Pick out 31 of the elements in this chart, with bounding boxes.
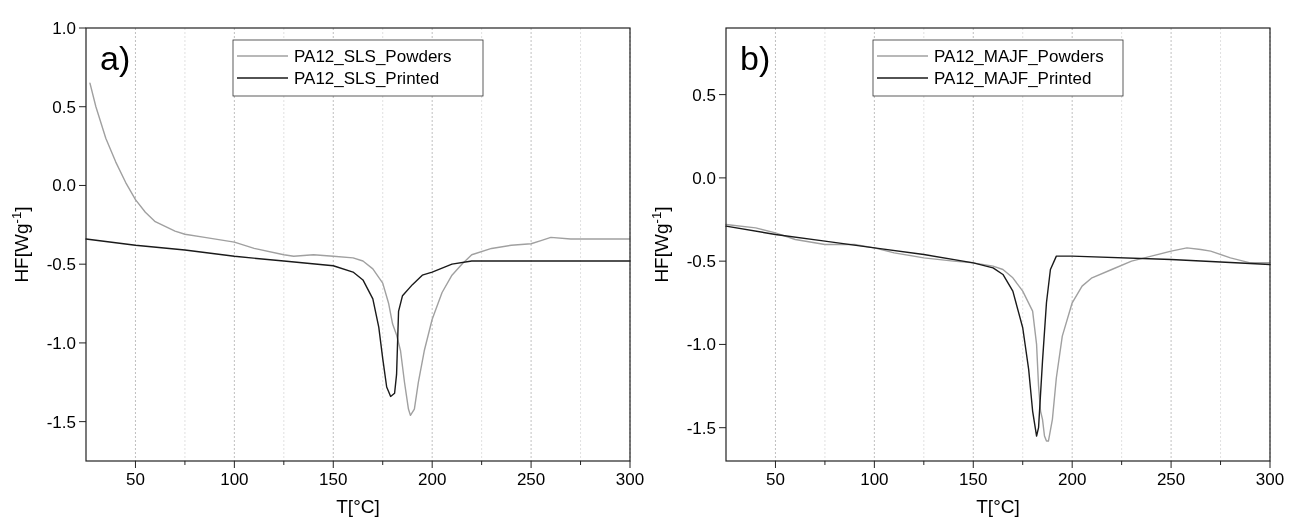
x-tick-label: 300	[615, 470, 645, 489]
y-tick-label: -1.5	[46, 412, 76, 432]
annotation: a)	[100, 39, 131, 77]
x-tick-label: 100	[860, 470, 889, 489]
legend-label: PA12_MAJF_Powders	[934, 47, 1104, 66]
y-tick-label: -0.5	[686, 252, 716, 272]
annotation: b)	[740, 39, 771, 77]
x-axis-title: T[°C]	[336, 496, 380, 517]
legend-label: PA12_SLS_Printed	[294, 69, 440, 88]
y-tick-label: -1.0	[46, 333, 76, 353]
x-tick-label: 200	[1057, 470, 1087, 489]
y-tick-label: -0.5	[46, 255, 76, 275]
x-tick-label: 200	[417, 470, 447, 489]
x-tick-label: 300	[1255, 470, 1285, 489]
x-tick-label: 50	[765, 470, 785, 489]
y-tick-label: 0.5	[692, 85, 716, 105]
y-tick-label: -1.0	[686, 335, 716, 355]
x-tick-label: 150	[959, 470, 988, 489]
y-tick-label: 0.0	[692, 168, 716, 188]
y-tick-label: -1.5	[686, 418, 716, 438]
x-tick-label: 150	[319, 470, 348, 489]
x-tick-label: 250	[1156, 470, 1186, 489]
legend-label: PA12_SLS_Powders	[294, 47, 452, 66]
x-axis-title: T[°C]	[976, 496, 1020, 517]
legend-label: PA12_MAJF_Printed	[934, 69, 1092, 88]
y-tick-label: 1.0	[52, 19, 76, 38]
y-tick-label: 0.5	[52, 97, 76, 117]
y-tick-label: 0.0	[52, 176, 76, 196]
x-tick-label: 100	[220, 470, 249, 489]
x-tick-label: 250	[516, 470, 546, 489]
x-tick-label: 50	[125, 470, 145, 489]
